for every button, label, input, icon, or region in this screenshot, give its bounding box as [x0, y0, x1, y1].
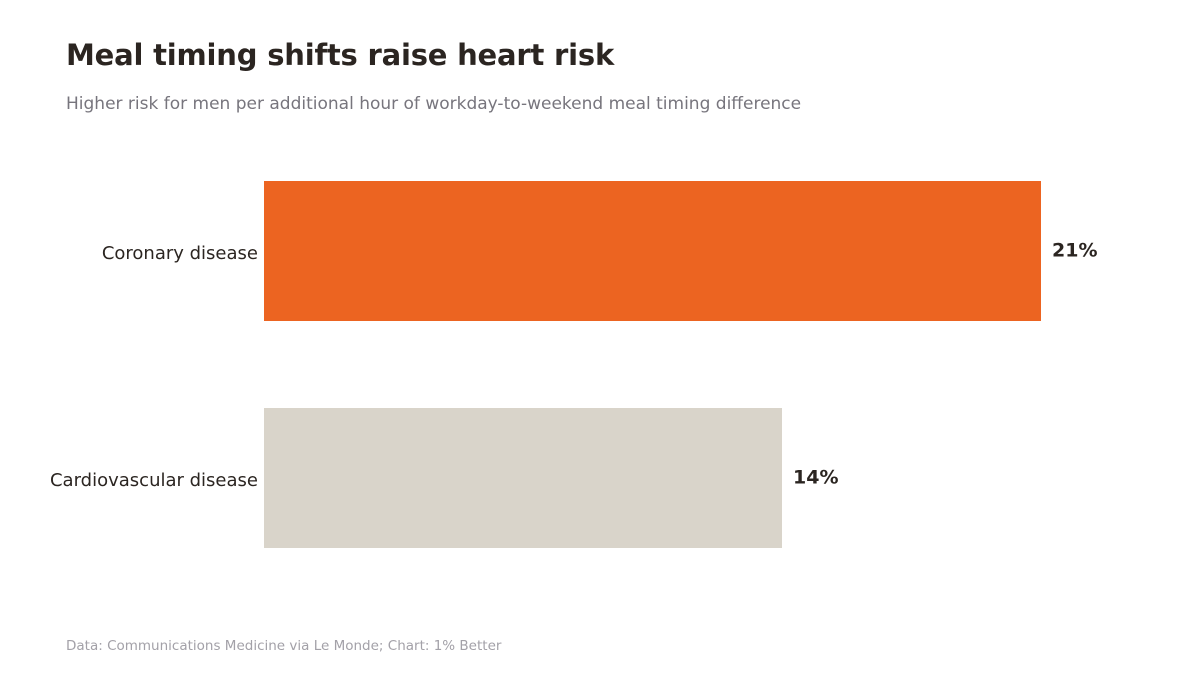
source-note: Data: Communications Medicine via Le Mon… [66, 638, 502, 654]
chart-title: Meal timing shifts raise heart risk [66, 38, 615, 72]
value-label: 14% [793, 467, 838, 489]
category-label: Coronary disease [102, 243, 258, 264]
bar-cardiovascular-disease [264, 408, 782, 548]
value-label: 21% [1052, 240, 1097, 262]
category-label: Cardiovascular disease [50, 470, 258, 491]
chart-subtitle: Higher risk for men per additional hour … [66, 94, 802, 114]
bar-coronary-disease [264, 181, 1041, 321]
